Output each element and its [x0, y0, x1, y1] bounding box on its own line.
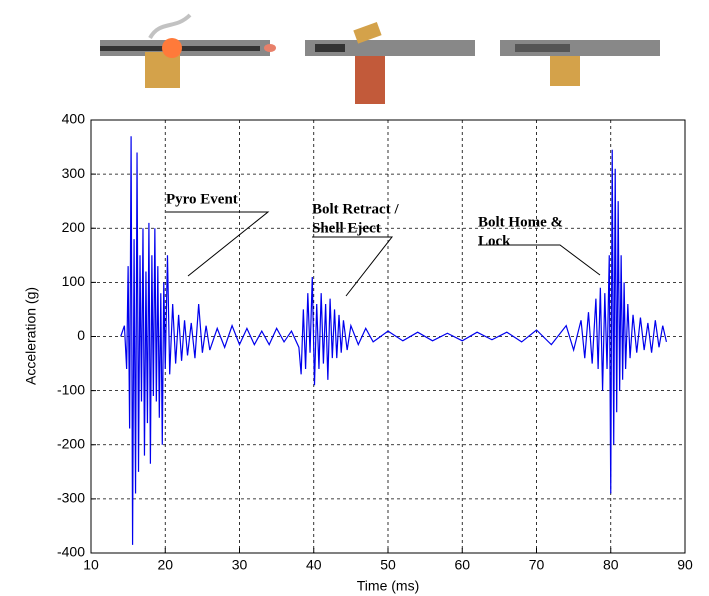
- y-tick-label: 200: [62, 219, 86, 235]
- mechanism-illustrations: [100, 13, 660, 104]
- illustration-lock: [500, 40, 660, 86]
- x-tick-label: 80: [603, 557, 619, 573]
- x-tick-label: 30: [232, 557, 248, 573]
- y-tick-label: 0: [77, 327, 85, 343]
- y-axis-label: Acceleration (g): [23, 287, 39, 385]
- illustration-eject: [305, 21, 475, 104]
- x-tick-label: 10: [83, 557, 99, 573]
- x-axis-label: Time (ms): [357, 578, 419, 594]
- annotation: Pyro Event: [166, 191, 238, 207]
- x-tick-label: 60: [454, 557, 470, 573]
- y-tick-label: 300: [62, 165, 86, 181]
- y-tick-label: -200: [57, 435, 85, 451]
- annotation: Bolt Home &: [478, 214, 563, 230]
- signal-line: [120, 136, 668, 545]
- x-tick-label: 50: [380, 557, 396, 573]
- y-tick-label: -100: [57, 381, 85, 397]
- x-tick-label: 70: [529, 557, 545, 573]
- x-tick-label: 20: [157, 557, 173, 573]
- y-tick-label: -400: [57, 544, 85, 560]
- annotation: Shell Eject: [312, 220, 381, 236]
- y-tick-label: 400: [62, 111, 86, 127]
- y-tick-label: 100: [62, 273, 86, 289]
- x-tick-label: 90: [677, 557, 693, 573]
- annotation: Lock: [478, 233, 511, 249]
- x-tick-label: 40: [306, 557, 322, 573]
- annotation: Bolt Retract /: [312, 201, 399, 217]
- y-tick-label: -300: [57, 490, 85, 506]
- illustration-fire: [100, 13, 276, 88]
- annotation-leaders: [166, 211, 601, 297]
